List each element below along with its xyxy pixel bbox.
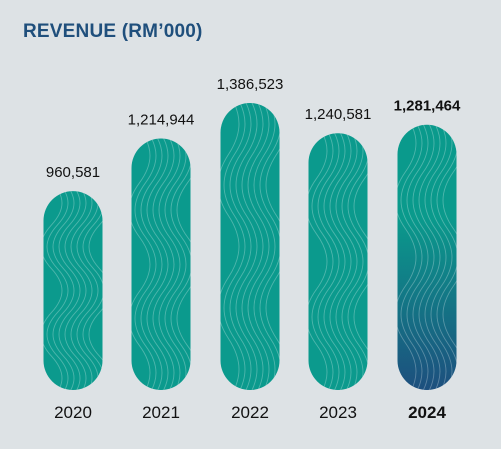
bar-rect-2023 — [308, 133, 368, 390]
bar-texture-2023 — [308, 133, 368, 390]
x-tick-label-2020: 2020 — [54, 403, 92, 422]
bar-2022 — [220, 103, 280, 390]
bar-2024 — [397, 124, 457, 391]
x-tick-label-2021: 2021 — [142, 403, 180, 422]
bar-rect-2024 — [397, 124, 457, 391]
value-label-2024: 1,281,464 — [394, 98, 461, 115]
bar-rect-2022 — [220, 103, 280, 390]
bar-2020 — [43, 191, 103, 390]
bar-2021 — [131, 138, 191, 390]
x-tick-label-2023: 2023 — [319, 403, 357, 422]
bar-2023 — [308, 133, 368, 390]
value-label-2021: 1,214,944 — [128, 112, 195, 129]
value-label-2022: 1,386,523 — [217, 76, 284, 93]
x-tick-label-2022: 2022 — [231, 403, 269, 422]
bar-texture-2022 — [220, 103, 280, 390]
value-label-2020: 960,581 — [46, 164, 100, 181]
value-label-2023: 1,240,581 — [305, 106, 372, 123]
bar-texture-2024 — [397, 124, 457, 391]
chart-title: REVENUE (RM’000) — [23, 21, 203, 42]
bar-rect-2021 — [131, 138, 191, 390]
bar-texture-2021 — [131, 138, 191, 390]
bar-rect-2020 — [43, 191, 103, 390]
x-tick-label-2024: 2024 — [408, 403, 446, 422]
bar-texture-2020 — [43, 191, 103, 390]
